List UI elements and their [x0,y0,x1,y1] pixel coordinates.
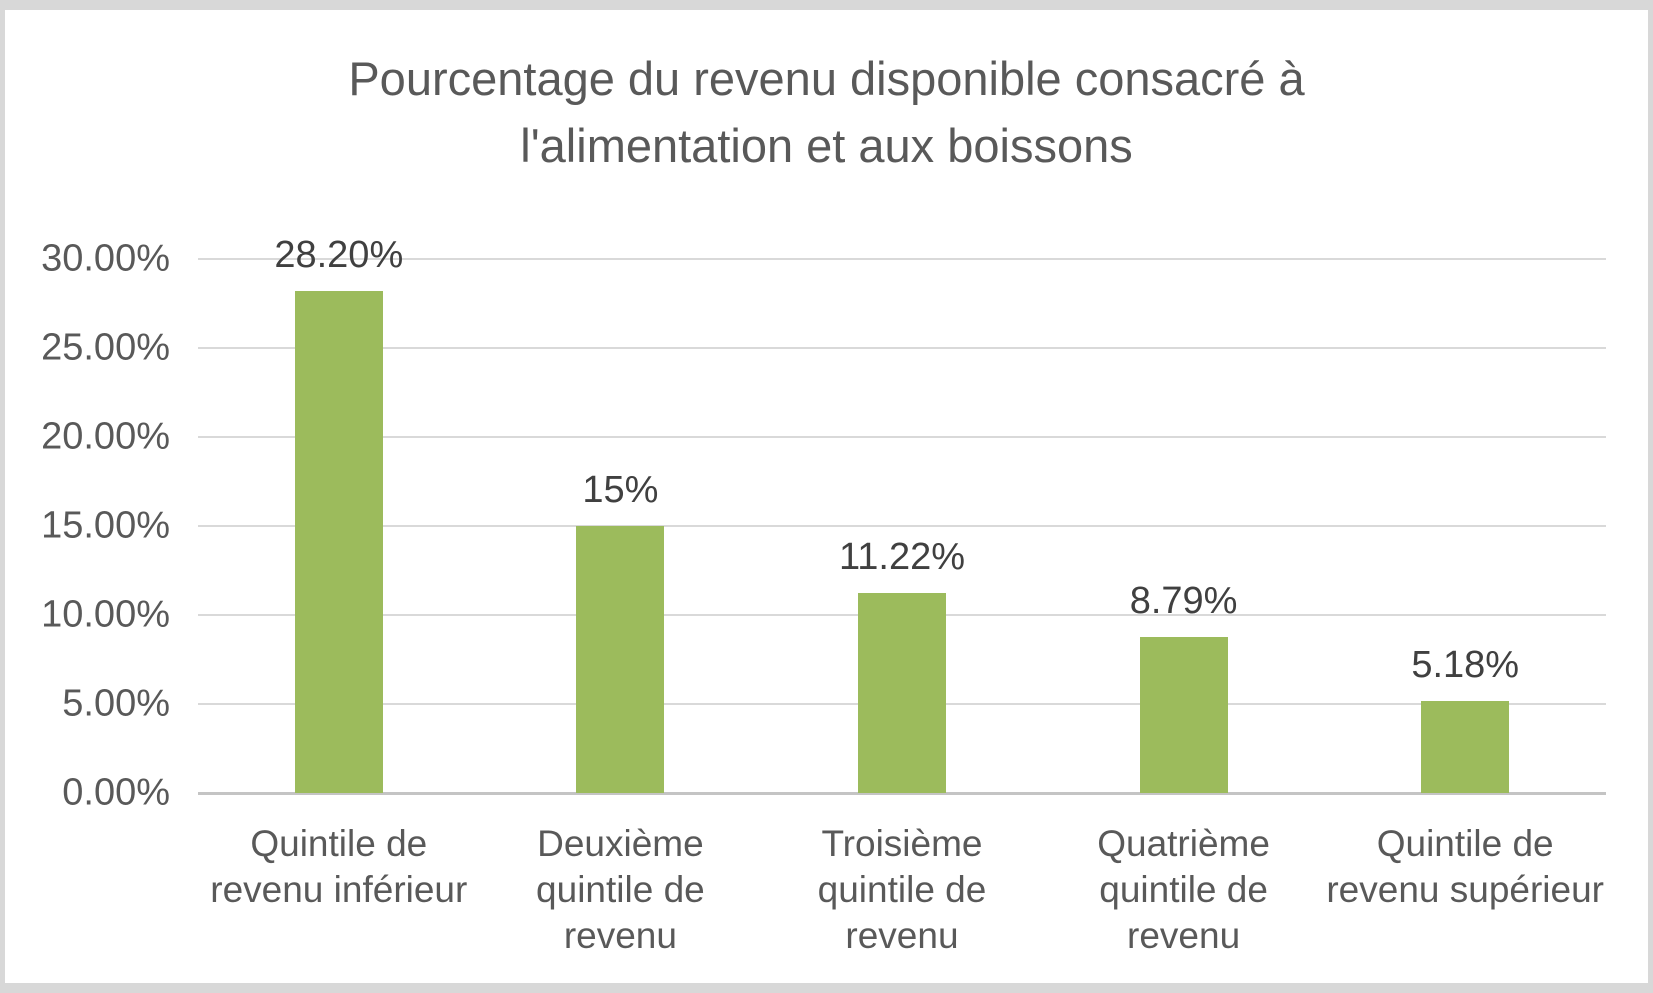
bar [294,291,383,793]
x-category-label: Quatrième quintile de revenu [1097,823,1270,956]
x-category-label: Deuxième quintile de revenu [536,823,705,956]
chart-title: Pourcentage du revenu disponible consacr… [5,46,1648,179]
bar-value-label: 5.18% [1411,643,1520,686]
bar-slot: 15% [480,259,762,793]
x-axis-line [198,792,1606,795]
x-category-label: Quintile de revenu inférieur [210,823,468,910]
bar [857,593,946,793]
x-category-label: Quintile de revenu supérieur [1326,823,1605,910]
bar-value-label: 11.22% [838,536,966,579]
bar-slot: 11.22% [761,259,1043,793]
bar-value-label: 15% [582,469,659,511]
bar-value-label: 8.79% [1129,579,1238,622]
bar [1139,636,1228,793]
gridline [198,436,1606,438]
y-tick-label: 20.00% [41,415,170,458]
x-category-label: Troisième quintile de revenu [817,823,987,956]
chart-title-text: Pourcentage du revenu disponible consacr… [348,52,1305,172]
bar [1421,700,1510,793]
y-tick-label: 5.00% [62,682,170,725]
y-tick-label: 25.00% [41,326,170,369]
bar-slot: 5.18% [1324,259,1606,793]
gridline [198,347,1606,349]
gridline [198,525,1606,527]
bar-slot: 28.20% [198,234,480,793]
y-tick-label: 30.00% [41,237,170,280]
gridline [198,258,1606,260]
y-tick-label: 0.00% [62,771,170,814]
plot-area: 28.20% 15% 11.22% 8.79% 5.18% [198,234,1606,795]
bar [576,526,665,793]
bar-slot: 8.79% [1043,259,1325,793]
bar-value-label: 28.20% [274,234,404,277]
y-tick-label: 15.00% [41,504,170,547]
y-tick-label: 10.00% [41,593,170,636]
